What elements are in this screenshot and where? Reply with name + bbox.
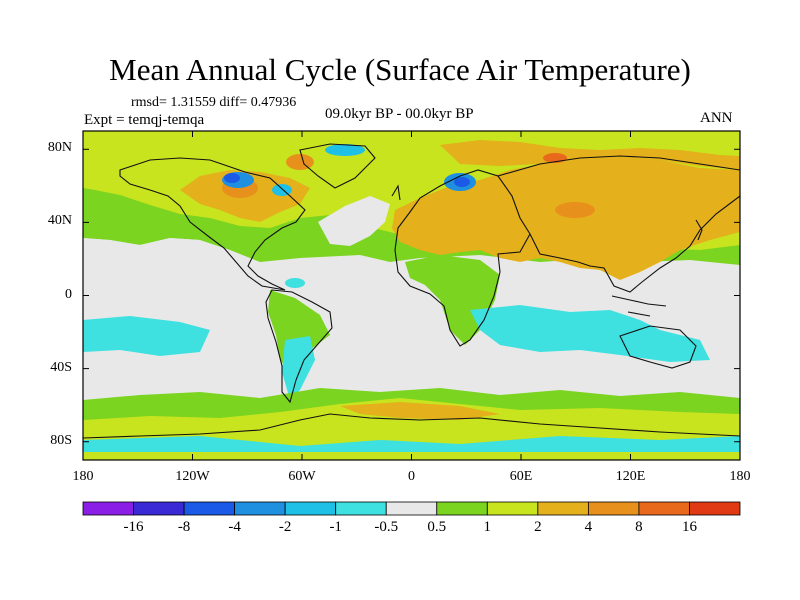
lat-label: 80S: [50, 432, 72, 448]
colorbar-swatch: [587, 501, 640, 516]
colorbar-label: -8: [177, 519, 191, 535]
colorbar-swatch: [82, 501, 134, 516]
lon-label: 0: [408, 469, 415, 484]
cold-spot-labrador: [272, 184, 292, 196]
period-label: 09.0kyr BP - 00.0kyr BP: [325, 106, 474, 122]
eurasia-orange: [392, 158, 740, 280]
colorbar-label: 16: [681, 519, 697, 535]
cold-spot-greenland: [325, 144, 365, 156]
colorbar-label: 4: [584, 519, 593, 535]
coast-antarctica: [83, 413, 740, 439]
north-atlantic-neutral: [318, 196, 390, 246]
colorbar-swatch: [638, 501, 690, 516]
lon-label: 120W: [175, 469, 210, 484]
indian-ocean-cyan: [470, 305, 710, 362]
colorbar-label: -1: [329, 519, 342, 535]
colorbar-swatch: [183, 501, 236, 516]
colorbar: [82, 501, 741, 516]
coast-south-america: [265, 289, 333, 404]
north-pacific-neutral: [83, 238, 220, 262]
antarctica-orange: [340, 402, 500, 420]
colorbar-swatch: [234, 501, 286, 516]
season-label: ANN: [700, 110, 733, 126]
colorbar-swatch: [689, 501, 741, 516]
lat-label: 80N: [47, 140, 72, 156]
lat-label: 40N: [47, 213, 72, 229]
lon-label: 180: [729, 469, 751, 484]
map-title: Mean Annual Cycle (Surface Air Temperatu…: [109, 52, 691, 87]
south-america-cyan: [282, 336, 315, 400]
experiment-label: Expt = temqj-temqa: [84, 112, 205, 128]
colorbar-swatch: [284, 501, 337, 516]
coast-north-america: [119, 157, 306, 291]
colorbar-swatch: [133, 501, 185, 516]
colorbar-label: 1: [483, 519, 492, 535]
colorbar-label: -16: [123, 519, 144, 535]
coast-uk-japan: [391, 184, 703, 241]
coast-indonesia: [611, 295, 667, 317]
colorbar-swatch: [385, 501, 438, 516]
cyan-spot-caribbean: [285, 278, 305, 288]
colorbar-swatch: [335, 501, 387, 516]
colorbar-label: 8: [635, 519, 643, 535]
samerica-green: [268, 290, 330, 372]
tropical-pacific-cyan: [83, 316, 210, 356]
lat-label: 40S: [50, 359, 72, 375]
lon-label: 180: [72, 469, 94, 484]
colorbar-label: 0.5: [427, 519, 447, 535]
antarctic-cyan: [83, 436, 740, 452]
rmsd-diff-stats: rmsd= 1.31559 diff= 0.47936: [131, 95, 297, 110]
arctic-orange: [440, 140, 740, 170]
hot-spot-central-asia: [555, 202, 595, 218]
colorbar-label: 2: [534, 519, 542, 535]
coast-asia: [497, 155, 740, 293]
coast-australia: [619, 325, 697, 369]
axis-ticks: [82, 131, 741, 460]
colorbar-label: -0.5: [374, 519, 399, 535]
hot-spot-greenland: [286, 154, 314, 170]
lon-label: 60W: [288, 469, 316, 484]
coast-greenland: [299, 143, 376, 189]
lon-label: 60E: [509, 469, 533, 484]
lat-label: 0: [65, 286, 72, 302]
colorbar-swatch: [436, 501, 488, 516]
colorbar-swatch: [486, 501, 539, 516]
cold-spot-laurentide-core: [224, 173, 240, 183]
colorbar-label: -2: [278, 519, 292, 535]
map-field: [83, 131, 740, 460]
lon-label: 120E: [615, 469, 646, 484]
colorbar-label: -4: [228, 519, 241, 535]
cold-spot-scandinavia-core: [454, 177, 470, 187]
coastlines: [83, 143, 740, 439]
colorbar-swatch: [537, 501, 589, 516]
coast-europe-africa: [394, 169, 531, 347]
